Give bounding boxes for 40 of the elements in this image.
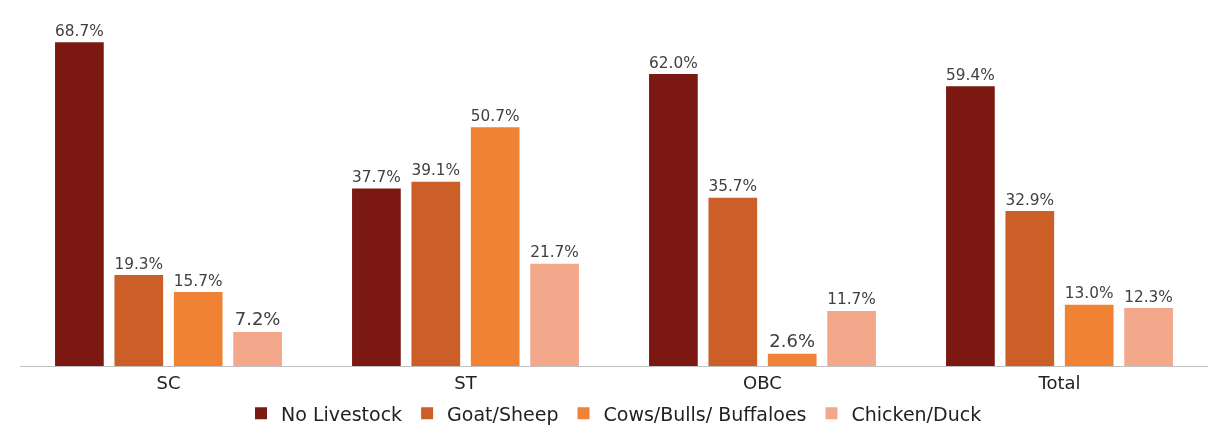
- data-label: 11.7%: [827, 290, 876, 309]
- data-label: 15.7%: [173, 271, 223, 290]
- bar: [411, 181, 461, 366]
- bar: [1064, 304, 1114, 366]
- legend-label: Goat/Sheep: [447, 402, 559, 425]
- legend-label: Chicken/Duck: [851, 402, 982, 425]
- x-tick-label: SC: [156, 371, 181, 393]
- data-label: 68.7%: [55, 21, 104, 40]
- data-label: 50.7%: [470, 106, 520, 125]
- bar: [708, 197, 758, 366]
- data-label: 19.3%: [114, 254, 164, 273]
- bar: [649, 73, 698, 366]
- data-label: 59.4%: [946, 65, 995, 84]
- data-label: 7.2%: [234, 308, 281, 330]
- legend-label: Cows/Bulls/ Buffaloes: [603, 402, 807, 425]
- bar: [767, 353, 817, 366]
- bar: [1005, 211, 1055, 366]
- x-tick-label: OBC: [743, 371, 782, 393]
- data-label: 2.6%: [769, 329, 816, 351]
- bar: [470, 127, 520, 366]
- bar: [530, 263, 579, 366]
- legend-label: No Livestock: [281, 402, 403, 425]
- bar: [233, 332, 282, 366]
- bar: [55, 42, 104, 366]
- bar: [946, 86, 995, 366]
- data-label: 21.7%: [530, 243, 579, 262]
- data-label: 12.3%: [1124, 287, 1173, 306]
- x-tick-label: ST: [454, 371, 478, 393]
- data-label: 32.9%: [1005, 190, 1055, 209]
- data-label: 62.0%: [649, 53, 698, 72]
- x-tick-label: Total: [1037, 371, 1081, 393]
- bar: [352, 188, 401, 366]
- bar: [1124, 308, 1173, 366]
- bar: [173, 292, 223, 366]
- data-label: 39.1%: [411, 161, 461, 180]
- bar: [827, 310, 876, 366]
- data-label: 35.7%: [708, 177, 758, 196]
- bar: [114, 275, 164, 366]
- data-label: 13.0%: [1064, 284, 1114, 303]
- data-label: 37.7%: [352, 167, 401, 186]
